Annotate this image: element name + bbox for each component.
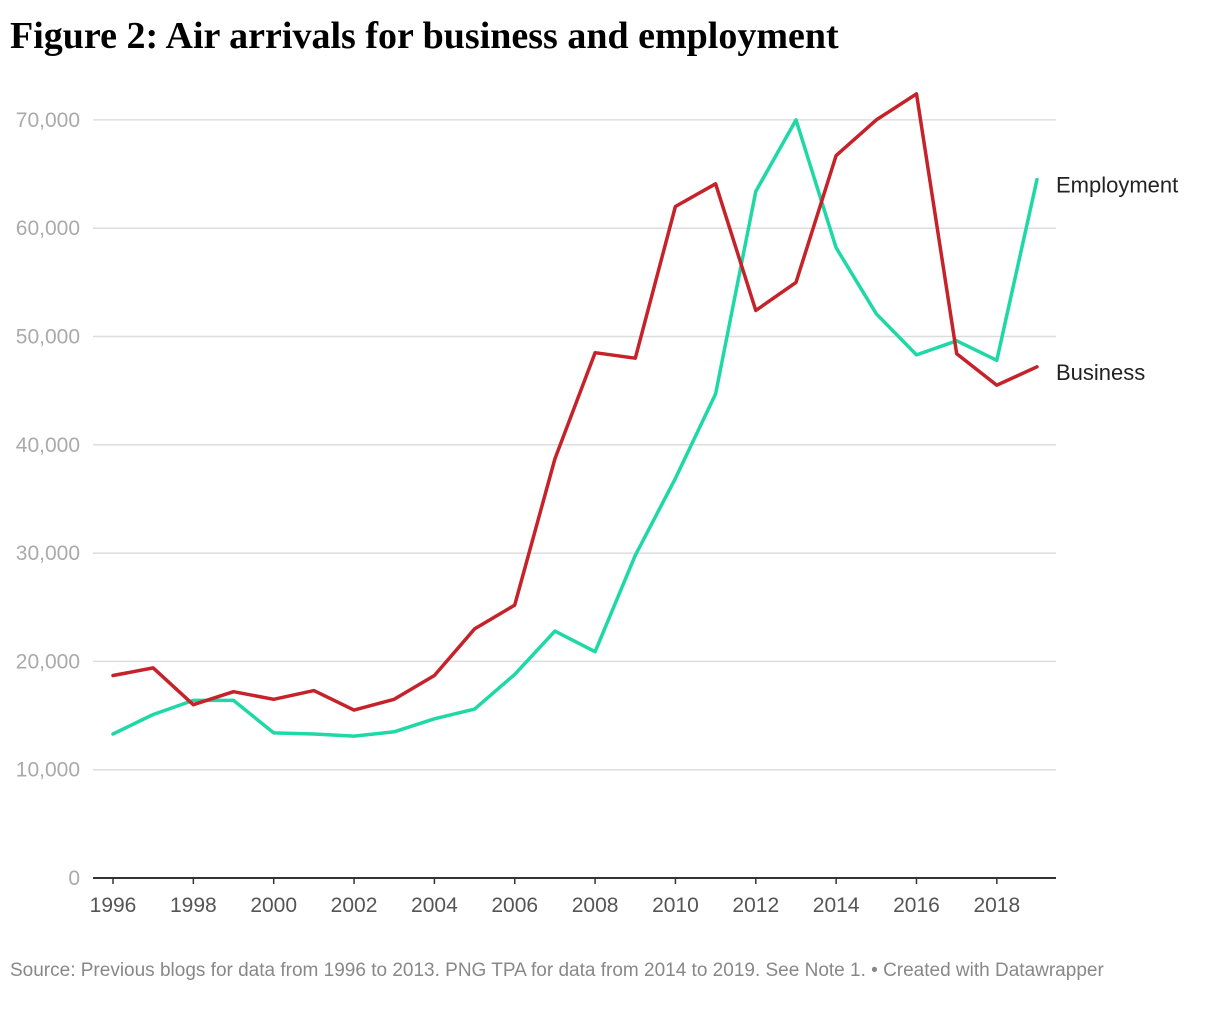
series-labels: Employment Business	[1056, 172, 1178, 384]
x-tick-label: 2004	[411, 894, 458, 917]
x-tick-label: 2010	[652, 894, 699, 917]
series-label-employment: Employment	[1056, 172, 1178, 197]
y-tick-label: 20,000	[16, 650, 80, 673]
y-tick-label: 70,000	[16, 109, 80, 132]
y-tick-label: 10,000	[16, 759, 80, 782]
x-tick-label: 2008	[572, 894, 619, 917]
x-tick-label: 1998	[170, 894, 217, 917]
chart-title: Figure 2: Air arrivals for business and …	[10, 15, 839, 57]
x-tick-label: 2016	[893, 894, 940, 917]
x-tick-label: 2014	[813, 894, 860, 917]
y-tick-label: 0	[68, 867, 80, 890]
x-tick-label: 2000	[250, 894, 297, 917]
y-axis: 0 10,000 20,000 30,000 40,000 50,000 60,000 70,…	[16, 109, 80, 890]
series-label-business: Business	[1056, 360, 1145, 385]
x-axis: 1996 1998 2000 2002 2004 2006 2008 2010 2012 2014…	[90, 877, 1056, 917]
series-line-employment	[111, 118, 1039, 738]
source-note: Source: Previous blogs for data from 199…	[10, 960, 1104, 981]
x-tick-label: 2006	[491, 894, 538, 917]
y-tick-label: 30,000	[16, 542, 80, 565]
x-tick-label: 2018	[973, 894, 1020, 917]
x-tick-label: 2012	[732, 894, 779, 917]
y-tick-label: 40,000	[16, 434, 80, 457]
series-lines	[111, 92, 1039, 738]
y-tick-label: 50,000	[16, 326, 80, 349]
series-line-business	[111, 92, 1039, 712]
x-tick-label: 2002	[331, 894, 378, 917]
y-tick-label: 60,000	[16, 217, 80, 240]
line-chart: 0 10,000 20,000 30,000 40,000 50,000 60,000 70,…	[16, 92, 1178, 917]
gridlines	[93, 119, 1056, 771]
x-tick-label: 1996	[90, 894, 137, 917]
